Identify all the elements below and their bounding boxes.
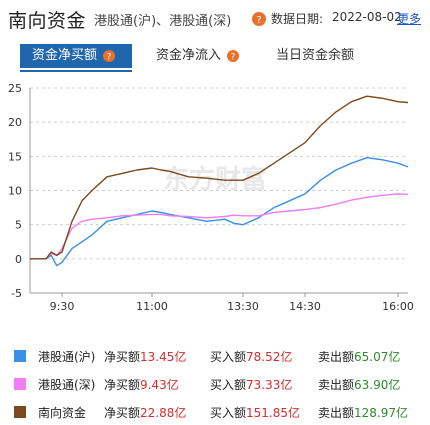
- svg-text:?: ?: [107, 52, 112, 62]
- net-label: 净买额: [104, 406, 141, 420]
- y-tick-label: -5: [11, 287, 22, 300]
- legend-row-sh: 港股通(沪) 净买额13.45亿 买入额78.52亿 卖出额65.07亿: [0, 344, 430, 368]
- page-title: 南向资金: [8, 10, 87, 32]
- tab-net-buy[interactable]: 资金净买额 ?: [20, 44, 132, 68]
- sell-label: 卖出额: [318, 406, 355, 420]
- svg-text:?: ?: [231, 52, 236, 62]
- sell-value: 63.90亿: [354, 378, 401, 392]
- page-header: 南向资金 港股通(沪)、港股通(深) ? 数据日期: 2022-08-02 更多: [0, 0, 430, 36]
- tab-label: 当日资金余额: [276, 48, 355, 63]
- series-line: [30, 193, 409, 260]
- series-line: [30, 95, 409, 260]
- sell-value: 128.97亿: [354, 406, 409, 420]
- net-label: 净买额: [104, 378, 141, 392]
- tab-label: 资金净流入: [156, 48, 222, 63]
- buy-label: 买入额: [210, 406, 247, 420]
- legend-sell: 卖出额128.97亿: [318, 404, 408, 421]
- x-tick-label: 13:30: [227, 300, 259, 313]
- buy-value: 73.33亿: [246, 378, 293, 392]
- tab-daily-balance[interactable]: 当日资金余额: [276, 44, 386, 68]
- x-tick-label: 9:30: [50, 300, 75, 313]
- y-tick-label: 25: [8, 82, 22, 95]
- help-icon[interactable]: ?: [227, 49, 240, 62]
- y-tick-label: 10: [8, 185, 22, 198]
- y-tick-label: 20: [8, 116, 22, 129]
- tab-underline: [20, 70, 132, 72]
- legend-swatch: [14, 350, 26, 362]
- sell-label: 卖出额: [318, 350, 355, 364]
- legend-buy: 买入额73.33亿: [210, 376, 292, 393]
- help-icon[interactable]: ?: [103, 49, 116, 62]
- tab-label: 资金净买额: [32, 48, 98, 63]
- legend-name: 南向资金: [38, 406, 87, 420]
- legend-buy: 买入额78.52亿: [210, 348, 292, 365]
- help-icon[interactable]: ?: [252, 12, 266, 26]
- sell-label: 卖出额: [318, 378, 355, 392]
- net-value: 13.45亿: [140, 350, 187, 364]
- buy-label: 买入额: [210, 378, 247, 392]
- legend-row-total: 南向资金 净买额22.88亿 买入额151.85亿 卖出额128.97亿: [0, 400, 430, 424]
- legend-sell: 卖出额65.07亿: [318, 348, 400, 365]
- x-tick-label: 16:00: [382, 300, 414, 313]
- net-value: 9.43亿: [140, 378, 179, 392]
- legend-net: 净买额13.45亿: [104, 348, 186, 365]
- buy-value: 151.85亿: [246, 406, 301, 420]
- buy-value: 78.52亿: [246, 350, 293, 364]
- tab-net-inflow[interactable]: 资金净流入 ?: [156, 44, 256, 68]
- net-label: 净买额: [104, 350, 141, 364]
- page-subtitle: 港股通(沪)、港股通(深): [94, 14, 232, 29]
- legend-name: 港股通(深): [38, 378, 96, 392]
- y-tick-label: 0: [15, 253, 22, 266]
- series-line: [30, 156, 409, 267]
- x-tick-label: 14:30: [289, 300, 321, 313]
- y-tick-label: 15: [8, 150, 22, 163]
- legend-swatch: [14, 378, 26, 390]
- series-lines: [30, 95, 409, 267]
- legend-sell: 卖出额63.90亿: [318, 376, 400, 393]
- legend-buy: 买入额151.85亿: [210, 404, 300, 421]
- x-axis: 9:30 11:00 13:30 14:30 16:00: [50, 293, 414, 313]
- legend-swatch: [14, 406, 26, 418]
- more-link[interactable]: 更多: [397, 12, 422, 26]
- x-tick-label: 11:00: [136, 300, 168, 313]
- y-axis: 25 20 15 10 5 0 -5: [8, 82, 22, 300]
- legend-name: 港股通(沪): [38, 350, 96, 364]
- net-value: 22.88亿: [140, 406, 187, 420]
- tab-bar: 资金净买额 ? 资金净流入 ? 当日资金余额: [0, 44, 430, 72]
- buy-label: 买入额: [210, 350, 247, 364]
- sell-value: 65.07亿: [354, 350, 401, 364]
- date-value: 2022-08-02: [332, 10, 402, 24]
- date-label: 数据日期:: [271, 12, 324, 26]
- svg-text:?: ?: [256, 15, 261, 26]
- legend-net: 净买额9.43亿: [104, 376, 179, 393]
- y-tick-label: 5: [15, 219, 22, 232]
- legend-net: 净买额22.88亿: [104, 404, 186, 421]
- legend-row-sz: 港股通(深) 净买额9.43亿 买入额73.33亿 卖出额63.90亿: [0, 372, 430, 396]
